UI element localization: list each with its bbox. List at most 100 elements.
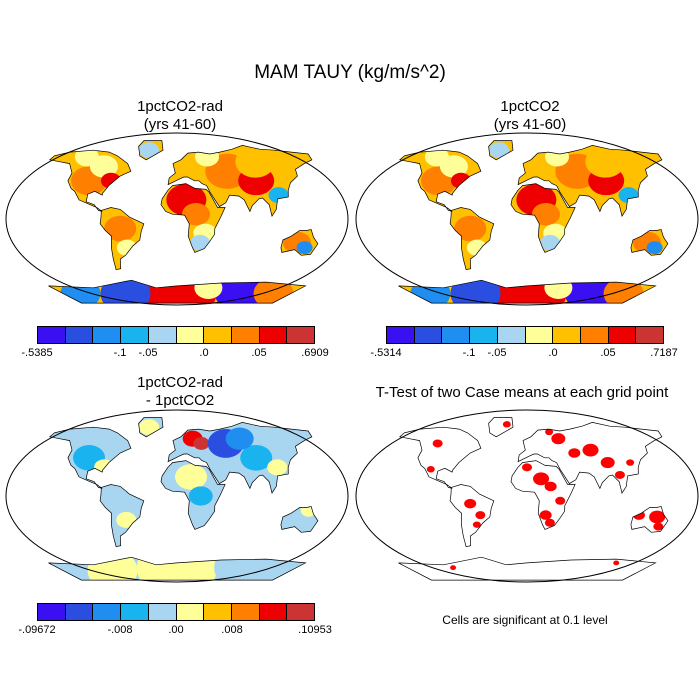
land-data-layer	[48, 417, 318, 581]
colorbar-1-label: -.05	[138, 347, 158, 359]
colorbar-swatch	[38, 604, 66, 620]
main-title: MAM TAUY (kg/m/s^2)	[254, 62, 446, 83]
data-cell-blob	[544, 518, 555, 527]
data-cell-blob	[240, 444, 273, 471]
colorbar-2-label: .05	[600, 347, 616, 359]
data-cell-blob	[74, 147, 99, 167]
colorbar-1-label: -.5385	[21, 347, 53, 359]
data-cell-blob	[188, 486, 213, 506]
data-cell-blob	[613, 560, 620, 566]
coastline-eurasia	[167, 145, 313, 217]
colorbar-2-label: .0	[548, 347, 558, 359]
data-cell-blob	[268, 187, 289, 204]
land-data-layer	[426, 421, 666, 571]
data-cell-blob	[94, 459, 115, 476]
data-cell-blob	[531, 203, 560, 226]
data-cell-blob	[225, 427, 254, 450]
colorbar-swatch	[497, 327, 526, 343]
colorbar-swatch	[553, 327, 581, 343]
map-outline	[5, 409, 349, 583]
data-cell-blob	[195, 147, 220, 167]
data-cell-blob	[296, 241, 313, 255]
colorbar-3-label: .008	[221, 624, 243, 636]
coastline-australia	[280, 506, 319, 533]
data-cell-blob	[522, 463, 532, 472]
data-cell-blob	[472, 521, 481, 528]
data-cell-blob	[139, 419, 160, 436]
data-cell-blob	[424, 147, 449, 167]
coastline-samerica	[99, 484, 145, 548]
data-cell-blob	[100, 273, 151, 304]
colorbar-swatch	[65, 327, 94, 343]
colorbar-swatch	[148, 327, 177, 343]
coastline-greenland	[488, 417, 514, 438]
data-cell-blob	[544, 276, 573, 299]
data-cell-blob	[193, 437, 210, 450]
panel-title-difference: 1pctCO2-rad - 1pctCO2	[137, 374, 223, 409]
colorbar-1-label: .6909	[301, 347, 329, 359]
coastline-namerica	[49, 149, 132, 212]
data-cell-blob	[267, 459, 288, 476]
colorbar-2-label: -.5314	[370, 347, 402, 359]
colorbar-swatch	[38, 327, 66, 343]
data-cell-blob	[646, 241, 663, 255]
coastline-greenland	[488, 140, 514, 161]
data-cell-blob	[454, 215, 487, 242]
data-cell-blob	[533, 472, 550, 486]
data-cell-blob	[489, 142, 510, 159]
coastline-samerica	[99, 207, 145, 271]
data-cell-blob	[539, 510, 552, 520]
data-cell-blob	[214, 543, 275, 581]
panel-title-1pctco2-rad: 1pctCO2-rad (yrs 41-60)	[137, 98, 223, 133]
coastline-australia	[630, 229, 669, 256]
map-panel-1pctco2-rad	[5, 132, 349, 306]
colorbar-swatch	[580, 327, 609, 343]
data-cell-blob	[600, 456, 615, 469]
data-cell-blob	[545, 428, 554, 436]
colorbar-difference	[37, 603, 315, 621]
colorbar-swatch	[442, 327, 471, 343]
colorbar-swatch	[608, 327, 637, 343]
colorbar-swatch	[287, 327, 315, 343]
colorbar-3-label: -.008	[107, 624, 133, 636]
data-cell-blob	[450, 565, 457, 571]
data-cell-blob	[194, 276, 223, 299]
map-panel-1pctco2	[355, 132, 699, 306]
panel-title-1pctco2: 1pctCO2 (yrs 41-60)	[493, 98, 567, 133]
data-cell-blob	[137, 535, 217, 581]
data-cell-blob	[568, 448, 581, 458]
colorbar-1pctco2-rad	[37, 326, 315, 344]
data-cell-blob	[139, 142, 160, 159]
colorbar-3-label: -.09672	[18, 624, 56, 636]
data-cell-blob	[618, 187, 639, 204]
coastline-australia	[280, 229, 319, 256]
data-cell-blob	[190, 234, 211, 251]
colorbar-swatch	[121, 327, 149, 343]
data-cell-blob	[614, 470, 625, 479]
map-panel-ttest	[355, 409, 699, 583]
data-cell-blob	[181, 203, 210, 226]
data-cell-blob	[582, 443, 599, 457]
colorbar-swatch	[259, 327, 288, 343]
data-cell-blob	[451, 172, 472, 189]
coastline-greenland	[138, 140, 164, 161]
data-cell-blob	[540, 234, 561, 251]
coastline-samerica	[449, 484, 495, 548]
data-cell-blob	[235, 145, 276, 178]
data-cell-blob	[545, 147, 570, 167]
colorbar-swatch	[231, 604, 260, 620]
data-cell-blob	[555, 496, 566, 505]
data-cell-blob	[502, 421, 511, 428]
colorbar-swatch	[287, 604, 315, 620]
data-cell-blob	[626, 459, 635, 466]
colorbar-3-label: .10953	[298, 624, 332, 636]
colorbar-swatch	[204, 604, 232, 620]
data-cell-blob	[464, 498, 477, 509]
coastline-africa	[160, 460, 226, 530]
colorbar-swatch	[65, 604, 94, 620]
coastline-eurasia	[167, 422, 313, 494]
data-cell-blob	[106, 494, 135, 517]
colorbar-swatch	[259, 604, 288, 620]
colorbar-swatch	[231, 327, 260, 343]
colorbar-swatch	[414, 327, 443, 343]
